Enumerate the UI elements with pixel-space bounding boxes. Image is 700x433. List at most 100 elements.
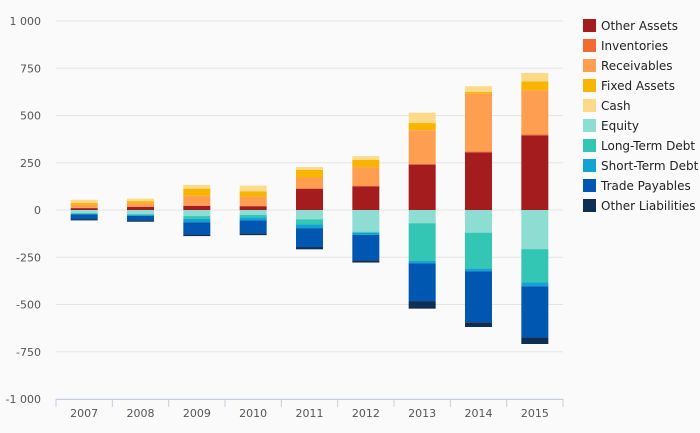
bar-other-assets-2010: [239, 206, 267, 210]
bar-short-term-debt-2012: [352, 232, 380, 235]
bar-trade-payables-2011: [296, 228, 323, 248]
x-tick-label: 2012: [352, 407, 380, 420]
bar-fixed-assets-2012: [352, 159, 380, 168]
bar-receivables-2010: [239, 196, 267, 206]
y-tick-label: 250: [20, 157, 41, 170]
x-tick-label: 2010: [239, 407, 267, 420]
y-tick-label: 1 000: [10, 15, 42, 28]
bar-cash-2011: [296, 166, 323, 170]
legend-swatch-cash: [583, 99, 596, 112]
bar-fixed-assets-2011: [296, 169, 323, 178]
legend: Other Assets Inventories Receivables Fixed …: [583, 19, 699, 213]
bars: [70, 72, 549, 345]
bar-equity-2015: [521, 210, 549, 250]
y-tick-label: 500: [20, 110, 41, 123]
bar-long-term-debt-2015: [521, 249, 549, 283]
y-tick-label: 750: [20, 62, 41, 75]
bar-other-liabilities-2012: [352, 260, 380, 263]
bar-inventories-2010: [239, 205, 267, 207]
bar-receivables-2011: [296, 177, 323, 189]
bar-other-assets-2013: [408, 164, 436, 210]
bar-long-term-debt-2009: [183, 216, 211, 219]
x-tick-label: 2011: [296, 407, 324, 420]
bar-fixed-assets-2009: [183, 188, 211, 196]
bar-inventories-2015: [521, 134, 549, 136]
bar-equity-2014: [465, 210, 492, 233]
bar-other-assets-2008: [127, 206, 154, 210]
bar-receivables-2009: [183, 195, 211, 206]
legend-label-equity: Equity: [601, 119, 639, 133]
x-tick-label: 2007: [70, 407, 98, 420]
y-tick-label: 0: [34, 204, 41, 217]
bar-long-term-debt-2013: [408, 223, 436, 262]
legend-label-fixed-assets: Fixed Assets: [601, 79, 675, 93]
legend-label-trade-payables: Trade Payables: [600, 179, 691, 193]
bar-inventories-2011: [296, 188, 323, 189]
x-axis-ticks: 2007 2008 2009 2010 2011 2012 2013 2014 2015: [55, 399, 564, 420]
legend-label-cash: Cash: [601, 99, 631, 113]
bar-fixed-assets-2014: [465, 91, 492, 94]
legend-swatch-equity: [583, 119, 596, 132]
bar-equity-2010: [239, 210, 267, 215]
bar-cash-2008: [127, 198, 154, 202]
y-tick-label: -250: [16, 251, 41, 264]
bar-receivables-2013: [408, 130, 436, 164]
bar-other-liabilities-2011: [296, 247, 323, 250]
bar-cash-2009: [183, 184, 211, 189]
bar-inventories-2014: [465, 151, 492, 153]
y-tick-label: -1 000: [6, 393, 41, 406]
bar-other-liabilities-2010: [239, 233, 267, 236]
bar-fixed-assets-2010: [239, 191, 267, 197]
bar-other-assets-2011: [296, 188, 323, 210]
bar-short-term-debt-2007: [70, 213, 98, 215]
bar-fixed-assets-2013: [408, 123, 436, 131]
legend-label-receivables: Receivables: [601, 59, 673, 73]
bar-cash-2013: [408, 112, 436, 124]
y-tick-label: -500: [16, 299, 41, 312]
legend-swatch-fixed-assets: [583, 79, 596, 92]
bar-cash-2007: [70, 199, 98, 204]
bar-receivables-2015: [521, 90, 549, 135]
legend-label-other-assets: Other Assets: [601, 19, 678, 33]
bar-short-term-debt-2015: [521, 282, 549, 287]
bar-receivables-2014: [465, 93, 492, 152]
bar-equity-2012: [352, 210, 380, 232]
y-axis-ticks: 1 000 750 500 250 0 -250 -500 -750 -1 000: [6, 15, 41, 406]
bar-receivables-2008: [127, 203, 154, 207]
bar-other-assets-2009: [183, 205, 211, 210]
legend-label-other-liabilities: Other Liabilities: [601, 199, 696, 213]
bar-other-liabilities-2013: [408, 301, 436, 309]
bar-other-assets-2015: [521, 135, 549, 210]
bar-other-assets-2007: [70, 208, 98, 210]
bar-inventories-2009: [183, 205, 211, 206]
x-tick-label: 2015: [521, 407, 549, 420]
legend-swatch-short-term-debt: [583, 159, 596, 172]
x-tick-label: 2008: [127, 407, 155, 420]
y-tick-label: -750: [16, 346, 41, 359]
bar-trade-payables-2012: [352, 234, 380, 261]
legend-swatch-receivables: [583, 59, 596, 72]
bar-equity-2011: [296, 210, 323, 220]
bar-other-liabilities-2007: [70, 219, 98, 221]
bar-equity-2008: [127, 210, 154, 215]
bar-other-assets-2012: [352, 186, 380, 210]
bar-other-assets-2014: [465, 152, 492, 210]
bar-cash-2010: [239, 185, 267, 192]
bar-other-liabilities-2009: [183, 234, 211, 237]
x-tick-label: 2014: [465, 407, 493, 420]
bar-trade-payables-2009: [183, 222, 211, 235]
bar-cash-2014: [465, 86, 492, 92]
bar-short-term-debt-2009: [183, 218, 211, 223]
bar-short-term-debt-2008: [127, 215, 154, 216]
bar-fixed-assets-2008: [127, 201, 154, 204]
bar-receivables-2007: [70, 204, 98, 208]
legend-swatch-long-term-debt: [583, 139, 596, 152]
bar-inventories-2013: [408, 163, 436, 165]
legend-swatch-trade-payables: [583, 179, 596, 192]
legend-label-short-term-debt: Short-Term Debt: [601, 159, 699, 173]
x-tick-label: 2013: [408, 407, 436, 420]
bar-equity-2009: [183, 210, 211, 217]
bar-trade-payables-2010: [239, 220, 267, 234]
